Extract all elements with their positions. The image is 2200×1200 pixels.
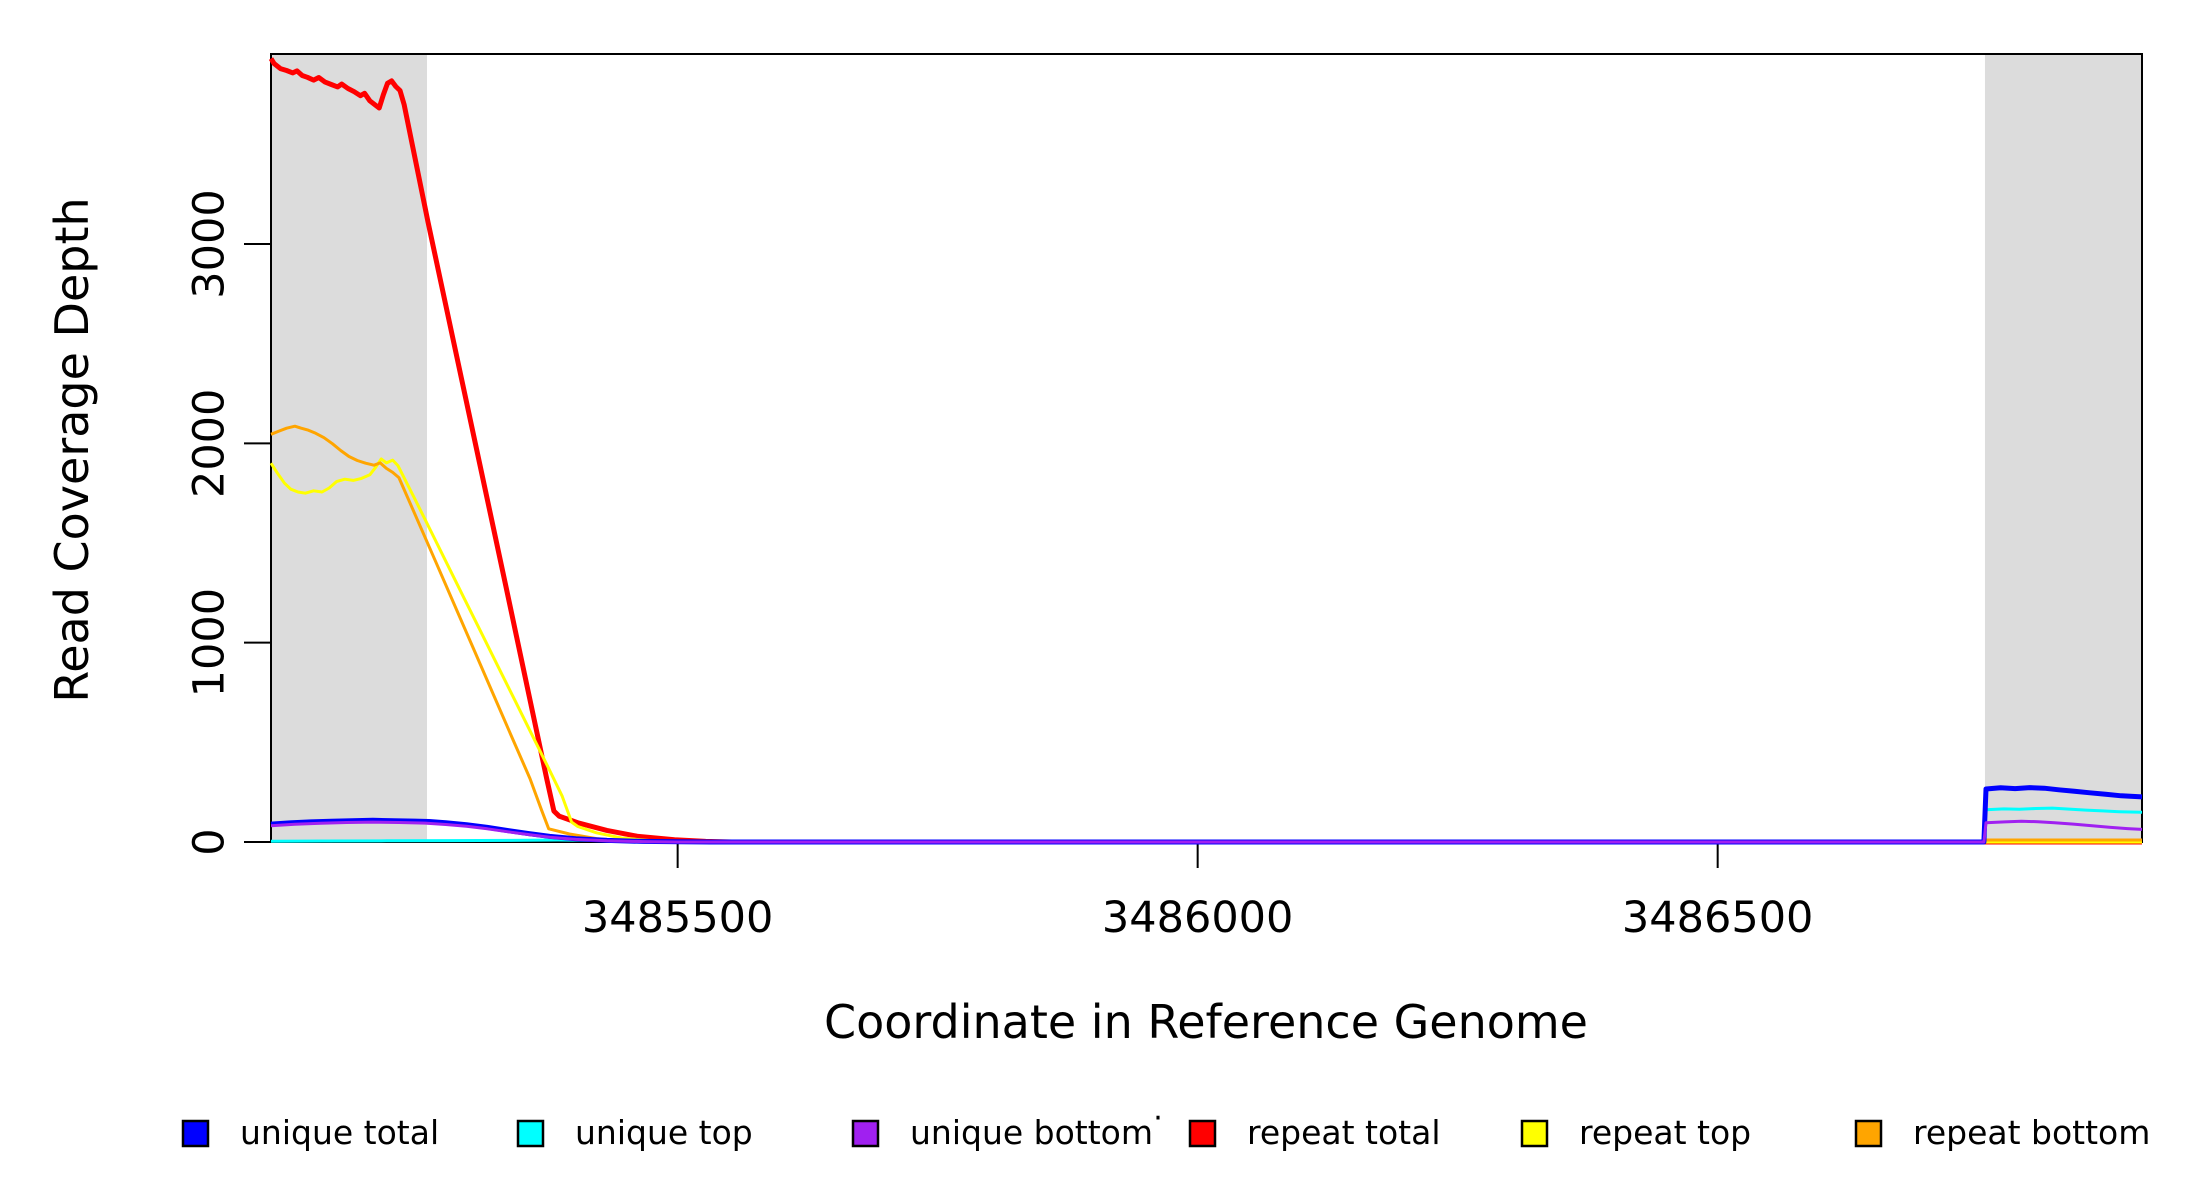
legend-swatch-unique-total [181, 1119, 210, 1148]
legend-item-unique-top: unique top [516, 1113, 753, 1152]
series-line-repeat-bottom [270, 424, 2142, 844]
legend-swatch-repeat-bottom [1854, 1119, 1883, 1148]
series-line-unique-bottom [270, 819, 2143, 844]
highlight-bands [271, 54, 2142, 842]
legend-item-repeat-total: repeat total [1188, 1113, 1441, 1152]
legend-swatch-unique-bottom [851, 1119, 880, 1148]
legend-swatch-repeat-total [1188, 1119, 1217, 1148]
series-lines [268, 57, 2143, 845]
y-tick-label-1: 1000 [185, 588, 235, 697]
legend-label-unique-total: unique total [240, 1113, 439, 1152]
x-tick-label-0: 3485500 [582, 893, 774, 943]
legend-swatch-unique-top [516, 1119, 545, 1148]
legend-separator-dot: · [1153, 1101, 1163, 1136]
y-tick-label-3: 3000 [185, 189, 235, 298]
legend-item-repeat-bottom: repeat bottom [1854, 1113, 2150, 1152]
y-tick-label-0: 0 [185, 828, 235, 855]
legend-label-repeat-top: repeat top [1579, 1113, 1751, 1152]
y-tick-label-2: 2000 [185, 389, 235, 498]
axis-ticks [244, 242, 1719, 868]
series-line-repeat-top [269, 457, 2142, 844]
x-axis-title: Coordinate in Reference Genome [824, 995, 1588, 1049]
legend-label-unique-top: unique top [575, 1113, 753, 1152]
plot-frame [270, 53, 2143, 843]
legend-swatch-repeat-top [1520, 1119, 1549, 1148]
legend: unique total unique top unique bottom repea… [181, 1101, 2150, 1152]
legend-label-unique-bottom: unique bottom [910, 1113, 1153, 1152]
legend-label-repeat-bottom: repeat bottom [1913, 1113, 2150, 1152]
left-repeat-region [271, 54, 428, 842]
right-repeat-region [1984, 54, 2142, 842]
legend-label-repeat-total: repeat total [1247, 1113, 1441, 1152]
legend-item-repeat-top: repeat top [1520, 1113, 1751, 1152]
legend-item-unique-total: unique total [181, 1113, 439, 1152]
plot-box [270, 53, 2143, 843]
series-line-repeat-total [268, 57, 2142, 845]
axis-tick-labels: 3485500 3486000 3486500 0 1000 2000 3000 [185, 189, 1814, 943]
x-tick-label-2: 3486500 [1622, 893, 1814, 943]
legend-item-unique-bottom: unique bottom [851, 1113, 1153, 1152]
x-tick-label-1: 3486000 [1102, 893, 1294, 943]
y-axis-title: Read Coverage Depth [45, 197, 99, 702]
